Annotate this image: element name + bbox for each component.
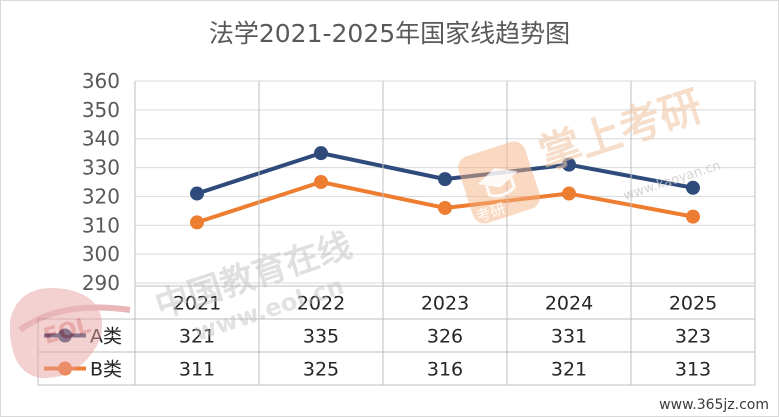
x-tick-label: 2022 xyxy=(297,293,345,315)
y-tick-label: 320 xyxy=(82,184,120,208)
data-table: 2021 2022 2023 2024 2025 A类 321 335 326 331 323 B类 3… xyxy=(37,81,756,386)
kaoyan-watermark: 掌上考研 xyxy=(533,81,708,180)
kaoyan-watermark-url: www.kaoyan.cn xyxy=(622,158,723,204)
data-point xyxy=(438,200,452,215)
series-points xyxy=(190,146,700,230)
data-point xyxy=(190,186,204,201)
legend-label: A类 xyxy=(90,326,122,348)
data-table-cell: 316 xyxy=(427,359,463,381)
gridlines xyxy=(135,80,755,284)
data-table-cell: 325 xyxy=(303,359,339,381)
data-point xyxy=(562,186,576,201)
y-tick-label: 310 xyxy=(82,213,120,237)
data-point xyxy=(438,172,452,187)
legend-marker xyxy=(58,328,72,343)
kaoyan-badge-icon xyxy=(458,141,541,224)
x-tick-label: 2024 xyxy=(545,293,593,315)
y-axis-ticks: 290 300 310 320 330 340 350 360 xyxy=(82,69,120,295)
data-point xyxy=(686,180,700,195)
chart-title: 法学2021-2025年国家线趋势图 xyxy=(208,19,571,48)
y-tick-label: 330 xyxy=(82,156,120,180)
y-tick-label: 340 xyxy=(82,127,120,151)
x-tick-label: 2023 xyxy=(421,293,469,315)
site-watermark: www.365jz.com xyxy=(659,397,769,413)
y-tick-label: 300 xyxy=(82,242,120,266)
data-table-cell: 313 xyxy=(675,359,711,381)
data-point xyxy=(314,146,328,161)
data-table-cell: 321 xyxy=(179,326,215,348)
data-point xyxy=(686,209,700,224)
data-table-cell: 331 xyxy=(551,326,587,348)
legend-marker xyxy=(58,361,72,376)
data-table-cell: 323 xyxy=(675,326,711,348)
x-tick-label: 2025 xyxy=(669,293,717,315)
x-tick-label: 2021 xyxy=(173,293,221,315)
data-point xyxy=(190,215,204,230)
data-table-cell: 321 xyxy=(551,359,587,381)
eol-logo-icon: EOL xyxy=(9,288,131,379)
data-point xyxy=(562,157,576,172)
data-table-cell: 311 xyxy=(179,359,215,381)
y-tick-label: 290 xyxy=(82,271,120,295)
data-table-cell: 335 xyxy=(303,326,339,348)
legend-label: B类 xyxy=(90,359,122,381)
data-table-cell: 326 xyxy=(427,326,463,348)
y-tick-label: 350 xyxy=(82,98,120,122)
data-point xyxy=(314,175,328,189)
y-tick-label: 360 xyxy=(82,69,120,93)
